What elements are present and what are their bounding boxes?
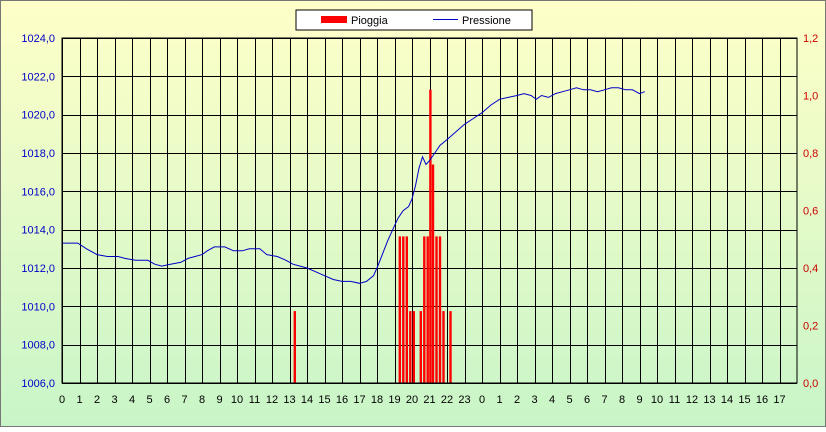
x-tick-label: 4 (129, 394, 135, 406)
x-tick-label: 0 (479, 394, 485, 406)
x-tick-label: 8 (619, 394, 625, 406)
y-left-tick-label: 1020,0 (21, 110, 55, 122)
x-tick-label: 11 (669, 394, 680, 406)
rain-bar (405, 236, 408, 383)
x-tick-label: 10 (651, 394, 663, 406)
legend-label-pioggia: Pioggia (351, 15, 389, 27)
x-tick-label: 17 (773, 394, 785, 406)
x-tick-label: 20 (406, 394, 418, 406)
x-tick-label: 22 (441, 394, 453, 406)
plot-frame (61, 37, 798, 384)
rain-bar (449, 311, 452, 383)
y-right-tick-label: 0,2 (803, 321, 818, 333)
legend: Pioggia Pressione (295, 9, 533, 31)
y-left-tick-label: 1018,0 (21, 148, 55, 160)
x-tick-label: 8 (199, 394, 205, 406)
x-tick-label: 0 (59, 394, 65, 406)
y-right-tick-label: 0,6 (803, 206, 818, 218)
x-tick-label: 14 (721, 394, 733, 406)
rain-bars (293, 89, 452, 383)
rain-bar (293, 311, 296, 383)
x-tick-label: 15 (738, 394, 750, 406)
x-tick-label: 4 (549, 394, 555, 406)
x-tick-label: 21 (423, 394, 435, 406)
rain-bar (419, 311, 422, 383)
pressure-line (62, 87, 645, 284)
x-tick-label: 7 (181, 394, 187, 406)
x-tick-label: 2 (94, 394, 100, 406)
x-axis: 0 1 2 3 4 5 6 7 8 9 10 11 12 13 14 15 16 17 18 19 20 21 22 23 0 1… (59, 394, 786, 406)
x-tick-label: 16 (756, 394, 768, 406)
x-tick-label: 3 (111, 394, 117, 406)
x-tick-label: 13 (283, 394, 295, 406)
x-tick-label: 18 (371, 394, 383, 406)
y-right-tick-label: 0,4 (803, 263, 818, 275)
y-right-tick-label: 1,0 (803, 91, 818, 103)
y-left-tick-label: 1012,0 (21, 263, 55, 275)
y-right-tick-label: 1,2 (803, 33, 818, 45)
rain-bar (423, 236, 426, 383)
legend-box (295, 9, 533, 31)
x-tick-label: 3 (531, 394, 537, 406)
rain-bar (409, 311, 412, 383)
rain-bar (442, 311, 445, 383)
x-tick-label: 10 (231, 394, 243, 406)
y-left-tick-label: 1022,0 (21, 71, 55, 83)
rain-bar (431, 164, 435, 383)
x-tick-label: 9 (216, 394, 222, 406)
rain-bar (426, 236, 429, 383)
x-tick-label: 14 (301, 394, 313, 406)
x-tick-label: 7 (601, 394, 607, 406)
x-tick-label: 15 (318, 394, 330, 406)
x-tick-label: 23 (458, 394, 470, 406)
x-tick-label: 2 (514, 394, 520, 406)
x-tick-label: 6 (584, 394, 590, 406)
y-left-tick-label: 1008,0 (21, 340, 55, 352)
x-tick-label: 12 (266, 394, 278, 406)
rain-bar (402, 236, 405, 383)
x-tick-label: 5 (146, 394, 152, 406)
rain-bar (429, 89, 432, 383)
y-left-tick-label: 1024,0 (21, 33, 55, 45)
x-tick-label: 6 (164, 394, 170, 406)
x-tick-label: 5 (566, 394, 572, 406)
y-left-tick-label: 1016,0 (21, 186, 55, 198)
legend-label-pressione: Pressione (462, 15, 511, 27)
x-tick-label: 17 (353, 394, 365, 406)
x-tick-label: 1 (76, 394, 82, 406)
x-tick-label: 1 (496, 394, 502, 406)
y-left-tick-label: 1006,0 (21, 378, 55, 390)
pressure-line-group (62, 87, 645, 284)
x-tick-label: 9 (636, 394, 642, 406)
legend-swatch-pioggia (321, 16, 347, 23)
x-tick-label: 11 (249, 394, 260, 406)
y-left-tick-label: 1014,0 (21, 225, 55, 237)
y-left-axis: 1006,0 1008,0 1010,0 1012,0 1014,0 1016,0 1018… (21, 33, 55, 390)
y-left-tick-label: 1010,0 (21, 301, 55, 313)
y-right-tick-label: 0,0 (803, 378, 818, 390)
rain-bar (398, 236, 401, 383)
y-right-axis: 0,0 0,2 0,4 0,6 0,8 1,0 1,2 (803, 33, 818, 390)
x-tick-label: 16 (336, 394, 348, 406)
x-tick-label: 19 (388, 394, 400, 406)
y-right-tick-label: 0,8 (803, 148, 818, 160)
rain-bar (438, 236, 442, 383)
x-tick-label: 12 (686, 394, 698, 406)
rain-bar (435, 236, 438, 383)
rain-bar (412, 311, 415, 383)
x-tick-label: 13 (703, 394, 715, 406)
